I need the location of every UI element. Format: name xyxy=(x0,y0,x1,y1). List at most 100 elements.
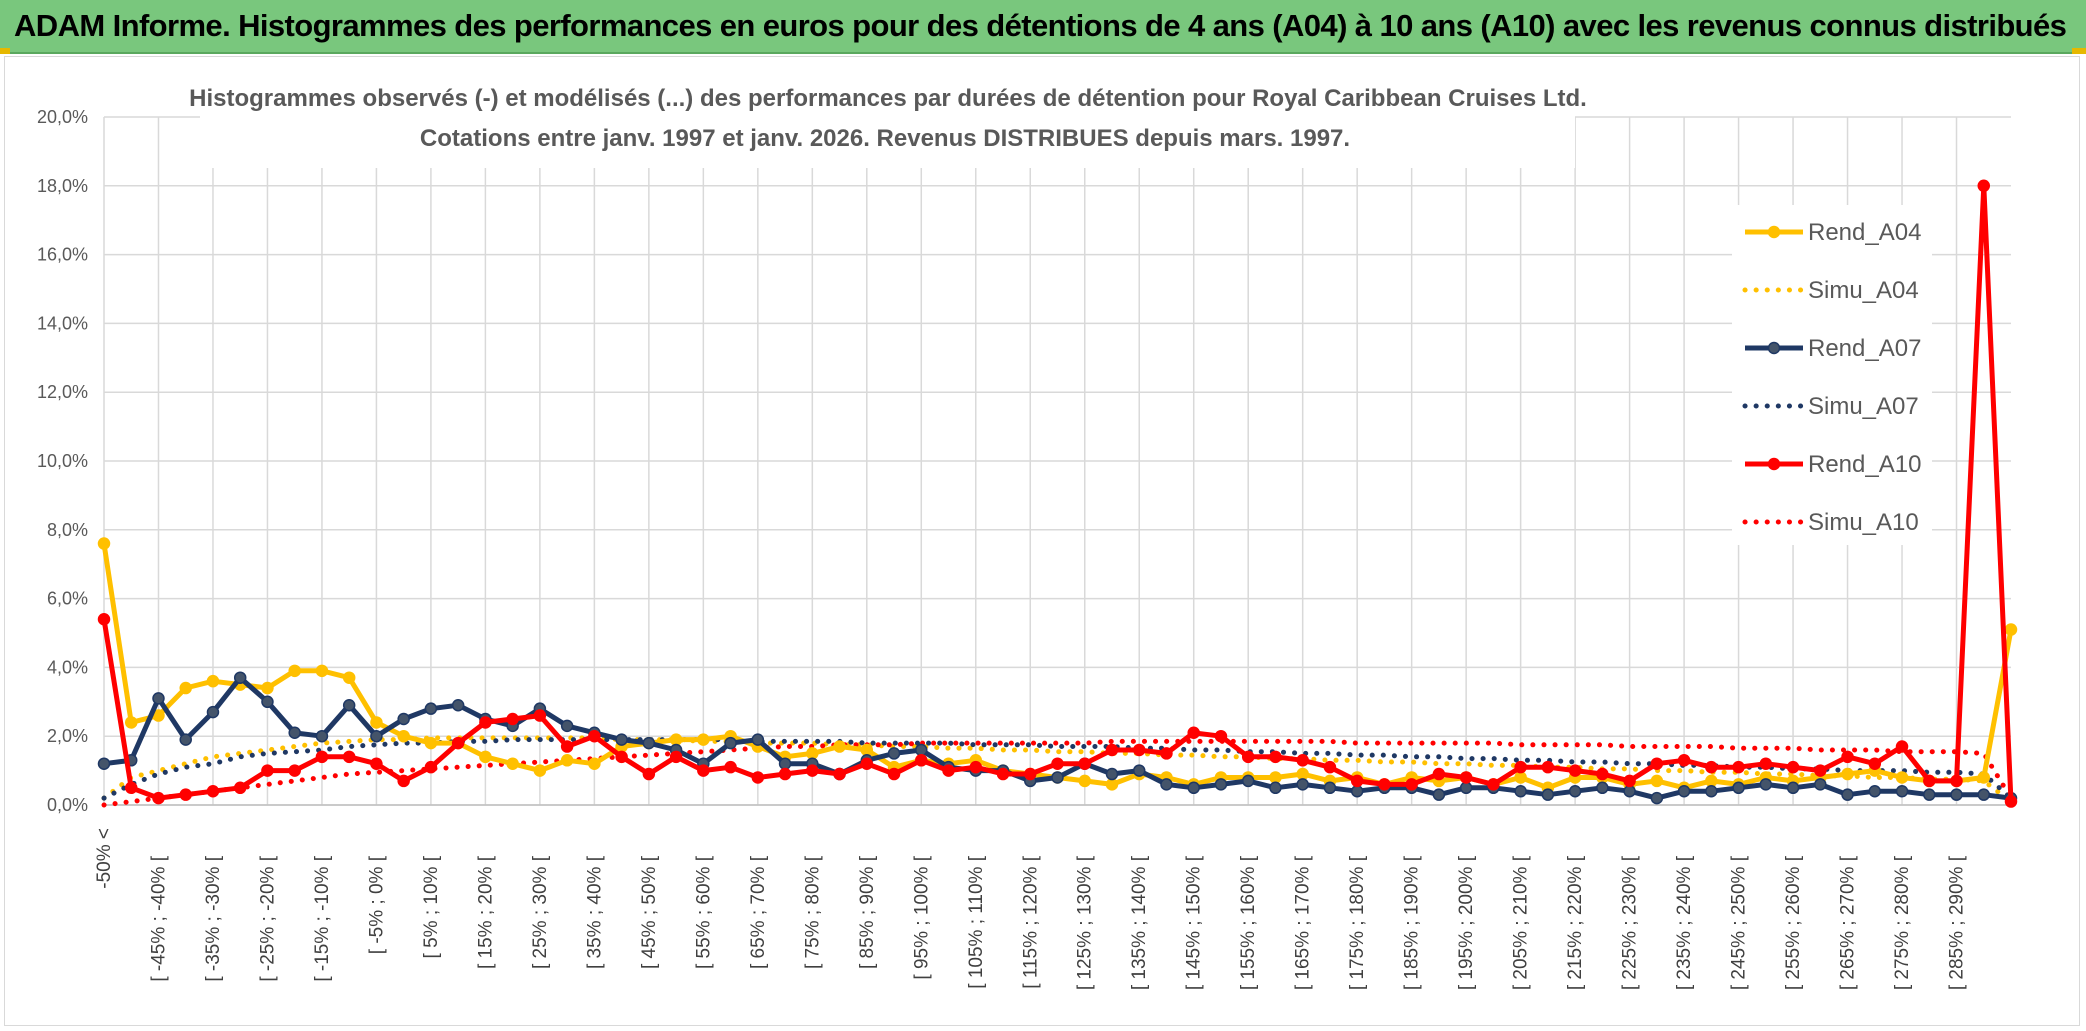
point-rend_a10 xyxy=(1841,750,1854,764)
x-tick-label: [ 85% ; 90% [ xyxy=(857,855,878,969)
point-rend_a07 xyxy=(451,698,465,712)
point-rend_a04 xyxy=(370,716,383,729)
point-rend_a07 xyxy=(1432,788,1446,801)
point-rend_a10 xyxy=(942,764,955,777)
point-rend_a10 xyxy=(1705,760,1718,774)
point-rend_a10 xyxy=(397,774,410,788)
x-tick-label: [ 105% ; 110% [ xyxy=(966,855,987,988)
point-rend_a10 xyxy=(1541,760,1555,774)
point-rend_a10 xyxy=(560,740,574,753)
point-rend_a07 xyxy=(1214,778,1228,791)
y-tick-label: 6,0% xyxy=(47,589,88,609)
point-rend_a10 xyxy=(506,712,519,726)
point-rend_a07 xyxy=(261,695,274,709)
point-rend_a04 xyxy=(2004,623,2018,636)
point-rend_a04 xyxy=(179,681,192,695)
x-tick-label: -50% < xyxy=(94,828,115,889)
point-rend_a07 xyxy=(1923,788,1936,801)
point-rend_a07 xyxy=(1160,778,1173,791)
point-rend_a07 xyxy=(1623,784,1636,798)
point-rend_a10 xyxy=(969,760,983,774)
x-tick-label: [ 95% ; 100% [ xyxy=(911,855,932,979)
point-rend_a04 xyxy=(1895,771,1909,784)
point-rend_a07 xyxy=(1814,778,1827,791)
point-rend_a07 xyxy=(642,736,656,750)
point-rend_a10 xyxy=(342,750,356,764)
point-rend_a07 xyxy=(1759,778,1773,791)
point-rend_a07 xyxy=(615,733,628,746)
x-tick-label: [ 55% ; 60% [ xyxy=(693,855,714,969)
x-tick-label: [ 155% ; 160% [ xyxy=(1238,855,1259,990)
point-rend_a10 xyxy=(233,781,247,795)
point-rend_a07 xyxy=(560,719,574,733)
point-rend_a10 xyxy=(261,764,274,777)
point-rend_a04 xyxy=(1705,774,1718,788)
point-rend_a07 xyxy=(1650,791,1664,805)
x-tick-label: [ 45% ; 50% [ xyxy=(639,855,660,969)
point-rend_a10 xyxy=(1405,778,1418,791)
point-rend_a04 xyxy=(97,537,111,550)
point-rend_a10 xyxy=(1350,774,1364,788)
x-tick-label: [ 275% ; 280% [ xyxy=(1892,855,1913,990)
title-banner: ADAM Informe. Histogrammes des performan… xyxy=(0,0,2086,54)
point-rend_a10 xyxy=(451,736,465,750)
x-tick-label: [ 35% ; 40% [ xyxy=(584,855,605,969)
point-rend_a10 xyxy=(887,767,901,781)
legend-label-rend_a10: Rend_A10 xyxy=(1808,451,1921,478)
point-rend_a07 xyxy=(1514,784,1527,798)
point-rend_a10 xyxy=(1378,778,1391,791)
point-rend_a07 xyxy=(1269,781,1282,795)
x-tick-label: [ -35% ; -30% [ xyxy=(203,855,224,981)
point-rend_a07 xyxy=(1241,774,1255,788)
point-rend_a07 xyxy=(179,733,192,746)
point-rend_a10 xyxy=(206,784,220,798)
legend-backdrop xyxy=(1732,205,1932,545)
point-rend_a10 xyxy=(1487,778,1500,791)
point-rend_a04 xyxy=(1269,771,1282,784)
point-rend_a04 xyxy=(588,757,601,770)
point-rend_a07 xyxy=(1895,784,1909,798)
point-rend_a07 xyxy=(233,671,247,684)
point-rend_a07 xyxy=(887,747,901,760)
x-tick-label: [ 145% ; 150% [ xyxy=(1184,855,1205,990)
point-rend_a10 xyxy=(152,791,165,805)
point-rend_a07 xyxy=(724,736,737,750)
point-rend_a04 xyxy=(1296,767,1309,781)
point-rend_a04 xyxy=(1977,771,1991,784)
point-rend_a07 xyxy=(1732,781,1745,795)
y-tick-label: 10,0% xyxy=(37,451,88,471)
point-rend_a07 xyxy=(1841,788,1854,801)
point-rend_a10 xyxy=(179,788,192,801)
point-rend_a10 xyxy=(1214,729,1228,743)
point-rend_a10 xyxy=(1296,754,1309,767)
point-rend_a07 xyxy=(288,726,301,740)
point-rend_a10 xyxy=(1814,764,1827,777)
point-rend_a10 xyxy=(724,760,737,774)
legend-label-rend_a07: Rend_A07 xyxy=(1808,335,1921,362)
point-rend_a10 xyxy=(697,764,710,777)
point-rend_a10 xyxy=(1623,774,1636,788)
point-rend_a04 xyxy=(1105,778,1119,791)
point-rend_a10 xyxy=(915,754,928,767)
x-tick-label: [ 285% ; 290% [ xyxy=(1947,855,1968,990)
point-rend_a10 xyxy=(806,764,819,777)
point-rend_a10 xyxy=(1868,757,1882,770)
point-rend_a10 xyxy=(288,764,301,777)
point-rend_a07 xyxy=(1323,781,1337,795)
point-rend_a04 xyxy=(397,729,410,743)
point-rend_a10 xyxy=(1105,743,1119,757)
x-tick-label: [ 115% ; 120% [ xyxy=(1020,855,1041,988)
point-rend_a04 xyxy=(124,716,138,729)
x-axis-ticks: -50% < [ -45% ; -40% [[ -35% ; -30% [[ -2… xyxy=(94,828,1968,990)
point-rend_a04 xyxy=(261,681,274,695)
point-rend_a07 xyxy=(751,733,765,746)
x-tick-label: [ 175% ; 180% [ xyxy=(1347,855,1368,990)
point-rend_a10 xyxy=(479,716,492,729)
title-backdrop xyxy=(200,76,1575,168)
point-rend_a10 xyxy=(370,757,383,770)
x-tick-label: [ 25% ; 30% [ xyxy=(530,855,551,969)
series-line-simu_a04 xyxy=(101,735,2014,805)
point-rend_a07 xyxy=(1868,784,1882,798)
point-rend_a07 xyxy=(1705,784,1718,798)
x-tick-label: [ 5% ; 10% [ xyxy=(421,855,442,958)
